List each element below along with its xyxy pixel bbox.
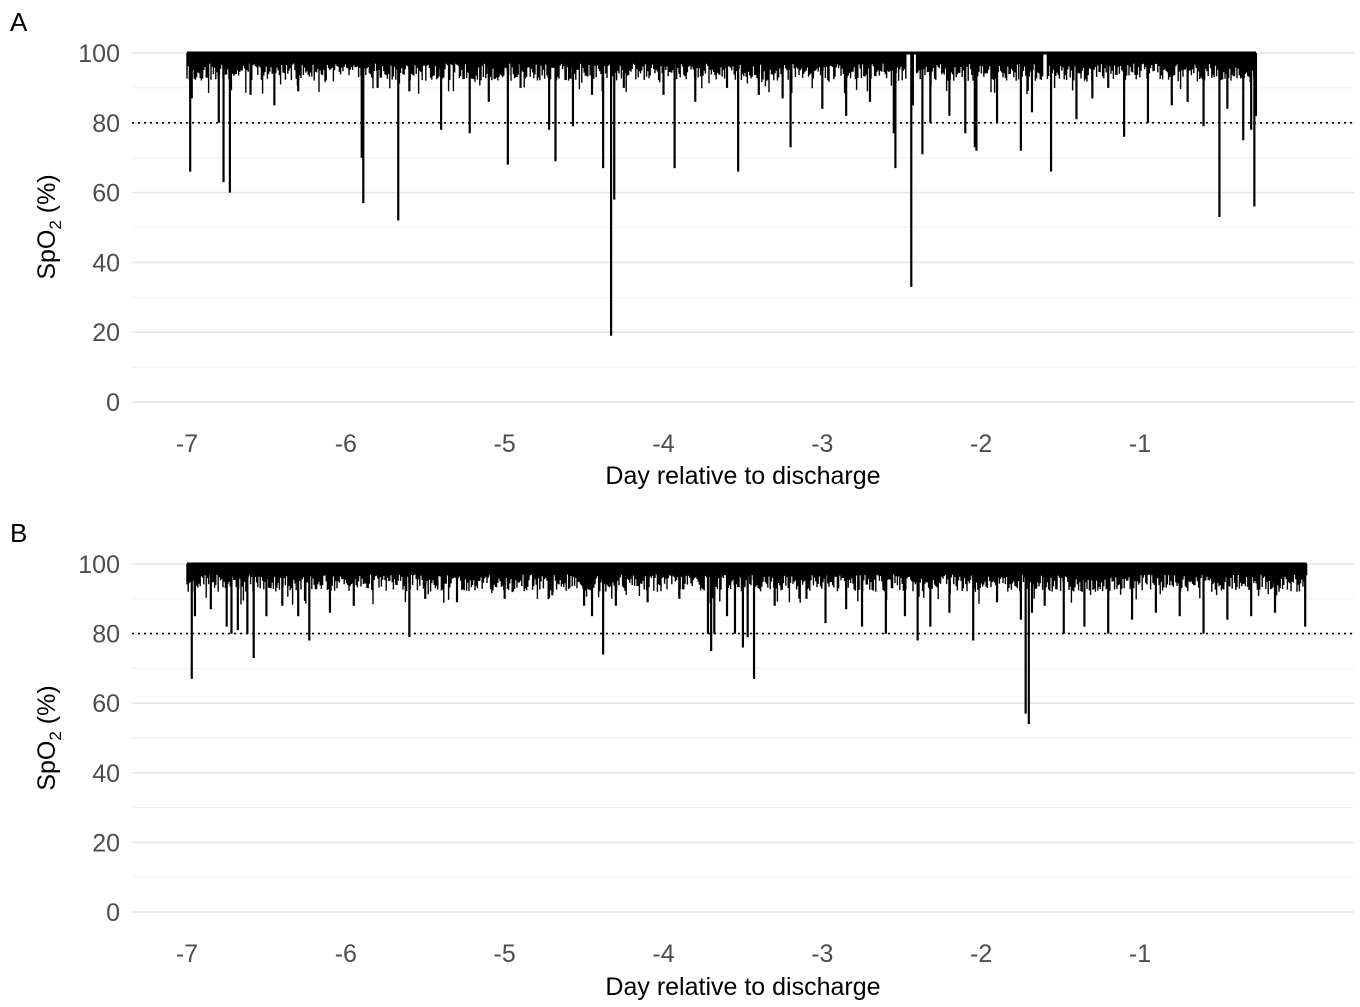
panel-a: A 0 20 40 60 80 100 -7 -6 -5 -4 -3 -2 -1 Day relati… (10, 7, 1354, 490)
y-axis-title-subscript: 2 (46, 731, 65, 740)
y-tick-label: 40 (92, 760, 120, 788)
x-tick-label: -2 (970, 430, 992, 458)
x-tick-label: -1 (1129, 430, 1151, 458)
x-tick-label: -3 (811, 430, 833, 458)
y-axis-title-suffix: (%) (33, 174, 61, 220)
y-tick-labels: 0 20 40 60 80 100 (78, 551, 120, 927)
y-tick-label: 40 (92, 249, 120, 277)
x-tick-label: -2 (970, 940, 992, 968)
spo2-trace (186, 53, 1256, 95)
x-tick-label: -6 (335, 940, 357, 968)
series (186, 562, 1308, 725)
x-axis-title: Day relative to discharge (605, 462, 880, 490)
y-tick-label: 100 (78, 40, 120, 68)
x-tick-label: -4 (652, 940, 674, 968)
y-tick-label: 0 (106, 899, 120, 927)
y-axis-title: SpO2 (%) (33, 174, 65, 279)
y-tick-label: 80 (92, 621, 120, 649)
y-tick-label: 100 (78, 551, 120, 579)
x-tick-label: -5 (494, 430, 516, 458)
panel-label: B (10, 518, 27, 548)
x-tick-label: -4 (652, 430, 674, 458)
y-axis-title-subscript: 2 (46, 220, 65, 229)
spo2-trace (186, 564, 1308, 605)
y-tick-label: 60 (92, 180, 120, 208)
x-tick-label: -3 (811, 940, 833, 968)
x-tick-labels: -7 -6 -5 -4 -3 -2 -1 (176, 940, 1151, 968)
y-axis-title-prefix: SpO (33, 741, 61, 791)
y-tick-label: 80 (92, 110, 120, 138)
y-tick-label: 0 (106, 389, 120, 417)
x-tick-label: -7 (176, 430, 198, 458)
series (186, 51, 1258, 336)
x-tick-label: -5 (494, 940, 516, 968)
y-tick-label: 20 (92, 829, 120, 857)
y-axis-title-suffix: (%) (33, 685, 61, 731)
y-tick-label: 20 (92, 319, 120, 347)
x-tick-label: -6 (335, 430, 357, 458)
y-tick-labels: 0 20 40 60 80 100 (78, 40, 120, 417)
panel-b: B 0 20 40 60 80 100 -7 -6 -5 -4 -3 -2 -1 Day relati… (10, 518, 1354, 1001)
y-tick-label: 60 (92, 690, 120, 718)
y-axis-title: SpO2 (%) (33, 685, 65, 790)
y-axis-title-prefix: SpO (33, 230, 61, 280)
x-tick-labels: -7 -6 -5 -4 -3 -2 -1 (176, 430, 1151, 458)
x-tick-label: -1 (1129, 940, 1151, 968)
x-tick-label: -7 (176, 940, 198, 968)
x-axis-title: Day relative to discharge (605, 973, 880, 1001)
panel-label: A (10, 7, 28, 37)
